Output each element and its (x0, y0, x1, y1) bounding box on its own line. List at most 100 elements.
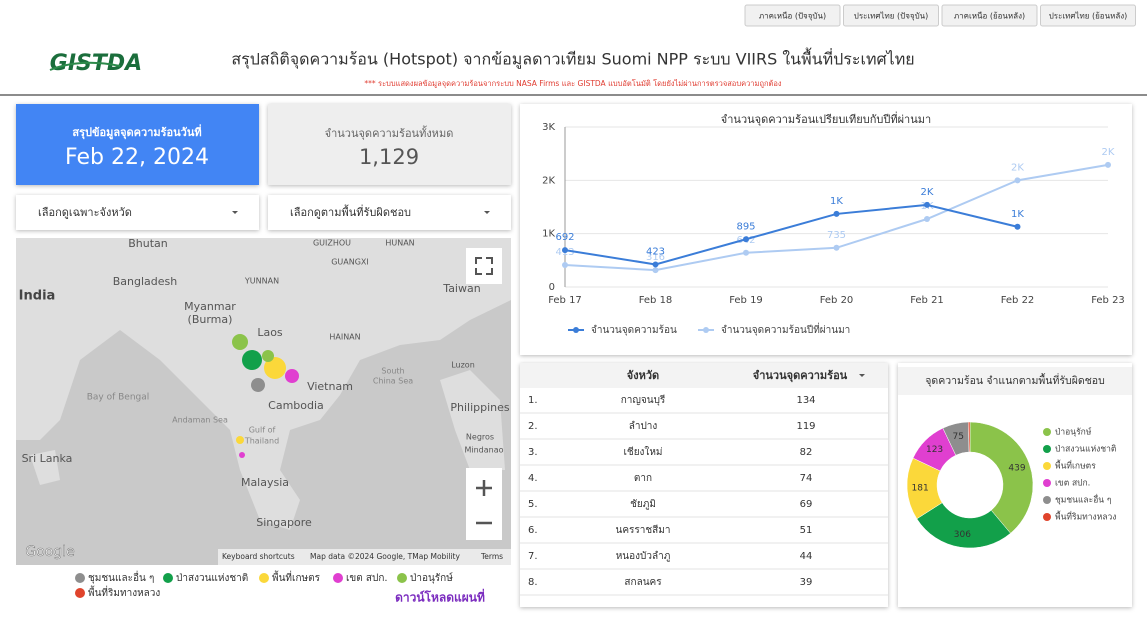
legend-label: พื้นที่ริมทางหลวง (1055, 511, 1116, 523)
table-count: 82 (800, 447, 813, 458)
legend-swatch (1043, 462, 1051, 470)
map-place: Thailand (244, 437, 279, 446)
dropdown-arrow[interactable] (484, 211, 490, 214)
data-point (833, 210, 840, 217)
zoom-icons[interactable] (476, 480, 492, 525)
x-tick-label: Feb 17 (548, 295, 582, 306)
table-row-index: 2. (528, 421, 538, 432)
donut-segment (967, 421, 971, 453)
line-chart-panel (520, 104, 1132, 355)
donut-label: 306 (954, 530, 971, 540)
table-column-header[interactable]: จังหวัด (627, 369, 659, 382)
attribution[interactable]: Terms (480, 552, 503, 561)
map-legend-label: พื้นที่ริมทางหลวง (88, 585, 160, 599)
attribution[interactable]: Keyboard shortcuts (222, 552, 295, 561)
data-point (1105, 161, 1111, 168)
table-province: สกลนคร (624, 577, 662, 588)
province-filter-label[interactable]: เลือกดูเฉพาะจังหวัด (38, 206, 132, 219)
table-province: ชัยภูมิ (630, 499, 656, 510)
nav-button-label[interactable]: ประเทศไทย (ย้อนหลัง) (1049, 12, 1128, 21)
sort-indicator[interactable] (859, 374, 865, 377)
table-column-header[interactable]: จำนวนจุดความร้อน (753, 369, 848, 383)
nav-button-label[interactable]: ภาคเหนือ (ปัจจุบัน) (759, 12, 826, 21)
map-place: Taiwan (442, 282, 480, 295)
nav-button-label[interactable]: ภาคเหนือ (ย้อนหลัง) (954, 12, 1025, 21)
area-filter[interactable] (268, 195, 511, 230)
data-label: 1K (830, 196, 843, 207)
table-row-index: 6. (528, 525, 538, 536)
map-place: Sri Lanka (22, 452, 73, 465)
map-place: Malaysia (241, 476, 289, 489)
map-place: Andaman Sea (172, 416, 228, 425)
legend-label: จำนวนจุดความร้อน (591, 324, 677, 336)
legend-swatch (1043, 479, 1051, 487)
date-card-value: Feb 22, 2024 (65, 145, 209, 170)
hotspot-cluster (251, 378, 265, 392)
zoom-control[interactable] (466, 468, 502, 540)
province-filter[interactable] (16, 195, 259, 230)
x-tick-label: Feb 18 (639, 295, 673, 306)
donut-title-bar (898, 367, 1132, 395)
table-row-index: 4. (528, 473, 538, 484)
map-legend-label: ป่าอนุรักษ์ (410, 572, 453, 584)
table-province: ตาก (634, 473, 652, 484)
nav-button[interactable] (1040, 4, 1136, 27)
legend-label: ชุมชนและอื่น ๆ (1055, 494, 1111, 506)
disclaimer: *** ระบบแสดงผลข้อมูลจุดความร้อนจากระบบ N… (364, 79, 782, 88)
map-legend-swatch (75, 573, 85, 583)
data-label: 1K (1011, 209, 1024, 220)
data-point (833, 244, 840, 251)
table-province: ลำปาง (629, 421, 658, 432)
x-tick-label: Feb 21 (910, 295, 944, 306)
data-point (1014, 223, 1021, 230)
x-tick-label: Feb 19 (729, 295, 763, 306)
nav-button[interactable] (843, 4, 939, 27)
download-link[interactable]: ดาวน์โหลดแผนที่ (395, 589, 485, 605)
legend-swatch-dot (703, 327, 709, 333)
map-legend-swatch (259, 573, 269, 583)
table-province: เชียงใหม่ (623, 446, 662, 458)
data-point (562, 247, 568, 254)
map[interactable]: Google Keyboard shortcuts Map data ©2024… (16, 238, 511, 565)
nav-button[interactable] (941, 4, 1038, 27)
map-place: GUANGXI (331, 258, 369, 267)
hotspot-cluster (232, 334, 248, 350)
fullscreen-icon[interactable] (475, 257, 493, 275)
fullscreen-button[interactable] (466, 248, 502, 284)
dropdown-arrow[interactable] (232, 211, 238, 214)
google-logo: Google (25, 544, 74, 560)
hotspot-clusters (232, 334, 299, 458)
map-place: HUNAN (385, 239, 414, 248)
legend-swatch-dot (573, 327, 579, 333)
map-land (440, 370, 505, 470)
nav-button-label[interactable]: ประเทศไทย (ปัจจุบัน) (854, 12, 929, 21)
legend-swatch (1043, 428, 1051, 436)
map-place: India (19, 289, 56, 304)
map-place: YUNNAN (244, 277, 279, 286)
x-tick-label: Feb 22 (1001, 295, 1035, 306)
area-filter-label[interactable]: เลือกดูตามพื้นที่รับผิดชอบ (290, 204, 411, 219)
nav-button[interactable] (744, 4, 841, 27)
x-tick-label: Feb 23 (1091, 295, 1125, 306)
map-place: China Sea (373, 377, 413, 386)
table-row-index: 5. (528, 499, 538, 510)
hotspot-cluster (285, 369, 299, 383)
map-place: Laos (257, 326, 283, 339)
map-place: Gulf of (249, 426, 276, 435)
legend-label: ป่าอนุรักษ์ (1055, 427, 1092, 438)
map-legend-label: ป่าสงวนแห่งชาติ (176, 573, 248, 584)
legend-label: ป่าสงวนแห่งชาติ (1055, 445, 1116, 455)
map-legend-swatch (163, 573, 173, 583)
table-province: นครราชสีมา (616, 524, 671, 536)
y-tick-label: 2K (542, 175, 555, 186)
chart-title: จำนวนจุดความร้อนเปรียบเทียบกับปีที่ผ่านม… (721, 111, 931, 126)
hotspot-cluster (242, 350, 262, 370)
map-place: Bay of Bengal (87, 393, 150, 403)
data-label: 895 (736, 221, 755, 232)
y-tick-label: 0 (549, 282, 555, 293)
map-legend-label: ชุมชนและอื่น ๆ (88, 570, 154, 584)
total-card-value: 1,129 (359, 145, 419, 169)
table-count: 44 (800, 551, 813, 562)
